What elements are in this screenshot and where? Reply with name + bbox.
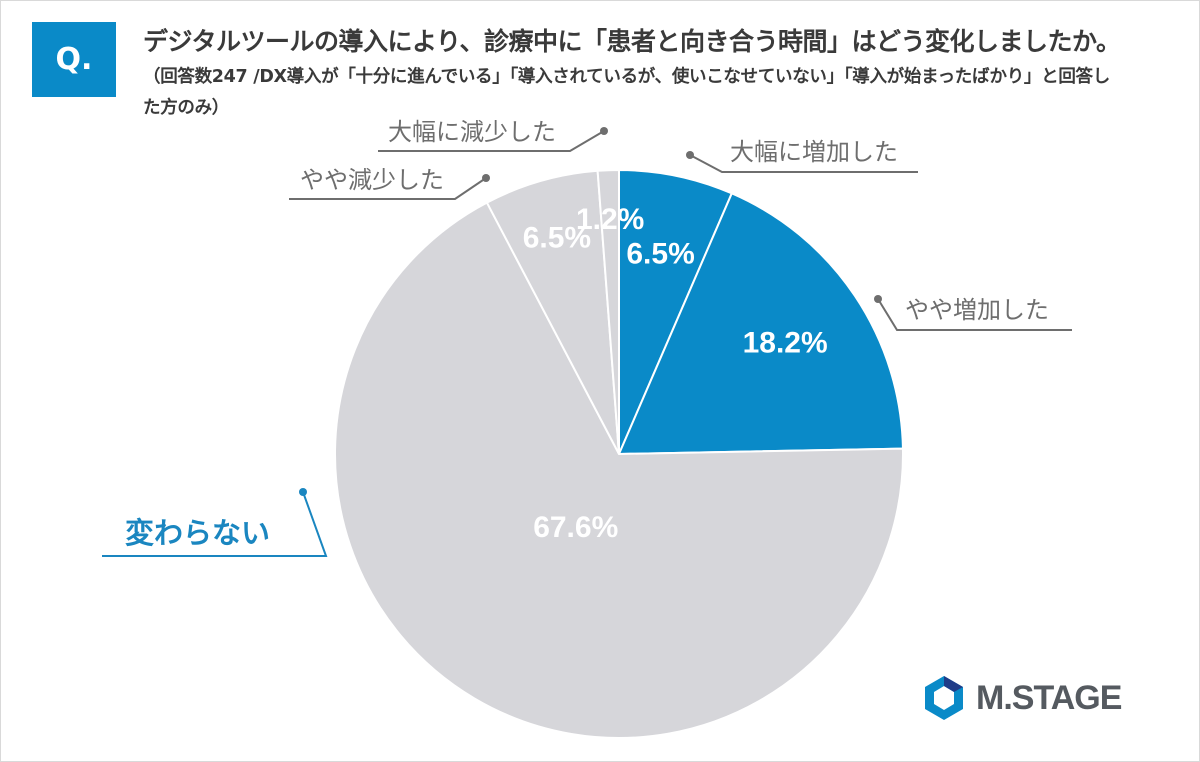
pie-value-labels: 6.5% 18.2% 67.6% 6.5%1.2% — [523, 203, 828, 544]
question-badge: Q. — [32, 22, 116, 97]
slice-category-label: 大幅に減少した — [388, 118, 556, 146]
pie-slice — [334, 201, 904, 739]
chart-title: デジタルツールの導入により、診療中に「患者と向き合う時間」はどう変化しましたか。 — [143, 27, 1121, 56]
callout-leader-line — [689, 154, 918, 173]
slice-category-label: 大幅に増加した — [730, 138, 898, 166]
pie-slice — [618, 168, 734, 455]
pie-slice — [485, 169, 620, 455]
pie-slice — [617, 192, 904, 456]
callout-leader-line — [378, 130, 605, 152]
callout-leader-line — [289, 177, 487, 200]
callout-leader-line — [877, 298, 1072, 331]
chart-subtitle: （回答数247 /DX導入が「十分に進んでいる」「導入されているが、使いこなせて… — [143, 67, 1110, 118]
slice-value-label: 67.6% — [533, 511, 618, 544]
mstage-hexagon-logo-icon — [925, 676, 963, 720]
pie-slice — [596, 168, 620, 455]
slice-category-label: やや減少した — [300, 166, 444, 194]
slice-category-label: やや増加した — [905, 296, 1049, 324]
callout-leader-line — [102, 491, 328, 557]
pie-slices — [334, 168, 904, 739]
slice-value-label: 18.2% — [743, 327, 828, 360]
slice-category-label: 変わらない — [125, 516, 270, 550]
mstage-logo-text: M.STAGE — [976, 678, 1122, 717]
slice-value-label: 6.5% — [523, 222, 591, 255]
slice-value-label: 6.5% — [626, 237, 694, 270]
mstage-logo: M.STAGE — [922, 674, 1122, 722]
slice-value-label: 1.2% — [576, 203, 644, 236]
